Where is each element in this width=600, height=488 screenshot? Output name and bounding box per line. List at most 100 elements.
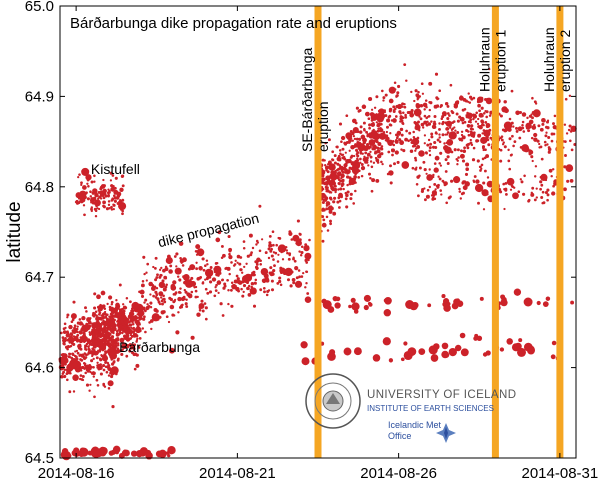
data-point	[323, 178, 326, 182]
data-point	[209, 280, 213, 284]
data-point	[343, 141, 347, 145]
data-point	[446, 302, 451, 306]
data-point	[99, 192, 105, 197]
data-point	[68, 345, 71, 348]
data-point	[88, 389, 91, 392]
data-point	[71, 352, 75, 356]
data-point	[78, 377, 82, 381]
data-point	[458, 187, 461, 191]
data-point	[331, 150, 335, 154]
data-point	[92, 351, 95, 355]
data-point	[202, 268, 206, 272]
data-point	[526, 116, 529, 120]
data-point	[77, 364, 81, 368]
data-point	[393, 162, 396, 166]
data-point	[125, 297, 129, 300]
data-point	[482, 352, 488, 357]
data-point	[338, 199, 342, 203]
data-point	[340, 182, 344, 186]
data-point	[462, 191, 465, 195]
data-point	[243, 265, 246, 269]
data-point	[93, 174, 96, 178]
data-point	[345, 193, 349, 198]
data-point	[97, 317, 101, 320]
plot-frame	[59, 5, 577, 459]
data-point	[484, 121, 488, 124]
data-point	[426, 120, 429, 124]
data-point	[201, 309, 205, 313]
data-point	[515, 129, 519, 133]
data-point	[343, 347, 352, 356]
data-point	[152, 265, 155, 269]
data-point	[74, 360, 79, 364]
data-point	[478, 112, 484, 118]
data-point	[230, 281, 234, 285]
data-point	[543, 140, 547, 144]
data-point	[129, 323, 133, 327]
data-point	[242, 290, 245, 294]
data-point	[351, 131, 355, 136]
data-point	[446, 139, 454, 146]
data-point	[450, 150, 454, 154]
data-point	[135, 363, 140, 368]
data-point	[472, 180, 476, 184]
data-point	[409, 149, 414, 154]
data-point	[168, 296, 172, 300]
data-point	[414, 89, 418, 93]
data-point	[85, 345, 88, 348]
data-point	[63, 451, 71, 459]
data-point	[479, 169, 482, 172]
data-point	[422, 160, 426, 164]
data-point	[550, 174, 553, 178]
data-point	[148, 281, 153, 287]
data-point	[353, 347, 362, 356]
data-point	[414, 167, 418, 171]
data-point	[454, 100, 460, 105]
data-point	[217, 291, 220, 295]
data-point	[384, 296, 392, 305]
data-point	[501, 106, 508, 113]
data-point	[389, 164, 392, 168]
data-point	[510, 184, 514, 188]
data-point	[86, 353, 89, 356]
data-point	[469, 141, 473, 145]
data-point	[86, 182, 89, 185]
y-tick-label: 64.8	[25, 179, 54, 196]
data-point	[229, 288, 233, 292]
data-point	[350, 144, 355, 150]
data-point	[164, 265, 168, 268]
data-point	[372, 161, 376, 164]
data-point	[136, 316, 139, 319]
data-point	[433, 167, 439, 173]
data-point	[369, 155, 373, 159]
data-point	[96, 361, 99, 364]
data-point	[115, 332, 119, 335]
data-point	[260, 238, 264, 241]
data-point	[109, 171, 113, 175]
data-point	[352, 127, 359, 134]
data-point	[68, 390, 72, 394]
data-point	[504, 188, 508, 192]
data-point	[298, 275, 302, 279]
data-point	[154, 267, 157, 270]
data-point	[181, 257, 187, 263]
data-point	[410, 115, 414, 118]
data-point	[120, 339, 124, 342]
data-point	[200, 305, 204, 309]
data-point	[341, 153, 345, 156]
data-point	[169, 304, 175, 310]
data-point	[100, 314, 103, 317]
data-point	[240, 287, 243, 291]
data-point	[338, 182, 341, 186]
data-point	[304, 252, 312, 260]
data-point	[283, 271, 287, 276]
data-point	[539, 175, 543, 179]
data-point	[455, 112, 459, 116]
data-point	[102, 333, 107, 338]
data-point	[113, 344, 117, 348]
data-point	[321, 215, 325, 219]
data-point	[364, 161, 367, 164]
data-point	[331, 188, 335, 192]
data-point	[90, 359, 94, 363]
data-point	[366, 143, 370, 147]
